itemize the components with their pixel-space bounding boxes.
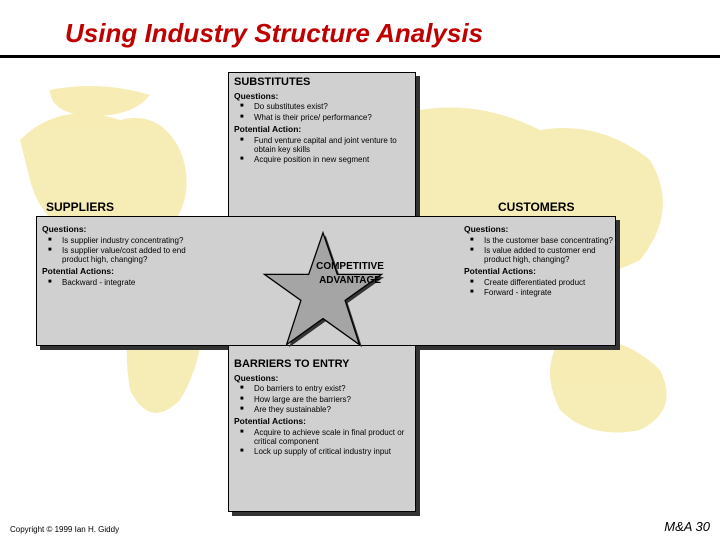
comp-line1: COMPETITIVE bbox=[316, 261, 384, 272]
list-item: Is supplier industry concentrating? bbox=[42, 236, 212, 245]
barriers-title: BARRIERS TO ENTRY bbox=[234, 358, 412, 371]
suppliers-title: SUPPLIERS bbox=[46, 200, 114, 214]
list-item: Acquire position in new segment bbox=[234, 155, 412, 164]
barriers-section: BARRIERS TO ENTRY Questions: Do barriers… bbox=[234, 358, 412, 457]
substitutes-title: SUBSTITUTES bbox=[234, 76, 412, 89]
suppliers-q-title: Questions: bbox=[42, 225, 212, 235]
substitutes-actions: Fund venture capital and joint venture t… bbox=[234, 136, 412, 165]
comp-line2: ADVANTAGE bbox=[319, 275, 381, 286]
barriers-questions: Do barriers to entry exist? How large ar… bbox=[234, 384, 412, 414]
substitutes-q-title: Questions: bbox=[234, 92, 412, 102]
list-item: How large are the barriers? bbox=[234, 395, 412, 404]
customers-questions: Is the customer base concentrating? Is v… bbox=[464, 236, 616, 265]
suppliers-section: Questions: Is supplier industry concentr… bbox=[42, 222, 212, 288]
competitive-advantage-label: COMPETITIVE ADVANTAGE bbox=[300, 260, 400, 288]
customers-q-title: Questions: bbox=[464, 225, 616, 235]
customers-section: Questions: Is the customer base concentr… bbox=[464, 222, 616, 298]
substitutes-questions: Do substitutes exist? What is their pric… bbox=[234, 102, 412, 121]
substitutes-section: SUBSTITUTES Questions: Do substitutes ex… bbox=[234, 76, 412, 165]
list-item: Create differentiated product bbox=[464, 278, 616, 287]
list-item: Is the customer base concentrating? bbox=[464, 236, 616, 245]
list-item: Acquire to achieve scale in final produc… bbox=[234, 428, 412, 446]
list-item: Forward - integrate bbox=[464, 288, 616, 297]
list-item: Do substitutes exist? bbox=[234, 102, 412, 111]
barriers-actions: Acquire to achieve scale in final produc… bbox=[234, 428, 412, 457]
substitutes-a-title: Potential Action: bbox=[234, 125, 412, 135]
list-item: Is supplier value/cost added to end prod… bbox=[42, 246, 212, 264]
page-number: M&A 30 bbox=[664, 519, 710, 534]
suppliers-a-title: Potential Actions: bbox=[42, 267, 212, 277]
title-underline bbox=[0, 55, 720, 58]
customers-title: CUSTOMERS bbox=[498, 200, 574, 214]
copyright: Copyright © 1999 Ian H. Giddy bbox=[8, 525, 121, 534]
list-item: Is value added to customer end product h… bbox=[464, 246, 616, 264]
list-item: Do barriers to entry exist? bbox=[234, 384, 412, 393]
suppliers-questions: Is supplier industry concentrating? Is s… bbox=[42, 236, 212, 265]
customers-a-title: Potential Actions: bbox=[464, 267, 616, 277]
list-item: Are they sustainable? bbox=[234, 405, 412, 414]
list-item: Fund venture capital and joint venture t… bbox=[234, 136, 412, 154]
suppliers-actions: Backward - integrate bbox=[42, 278, 212, 287]
barriers-a-title: Potential Actions: bbox=[234, 417, 412, 427]
barriers-q-title: Questions: bbox=[234, 374, 412, 384]
customers-actions: Create differentiated product Forward - … bbox=[464, 278, 616, 297]
list-item: Backward - integrate bbox=[42, 278, 212, 287]
page-title: Using Industry Structure Analysis bbox=[65, 18, 483, 49]
list-item: What is their price/ performance? bbox=[234, 113, 412, 122]
list-item: Lock up supply of critical industry inpu… bbox=[234, 447, 412, 456]
star-icon bbox=[248, 225, 398, 355]
